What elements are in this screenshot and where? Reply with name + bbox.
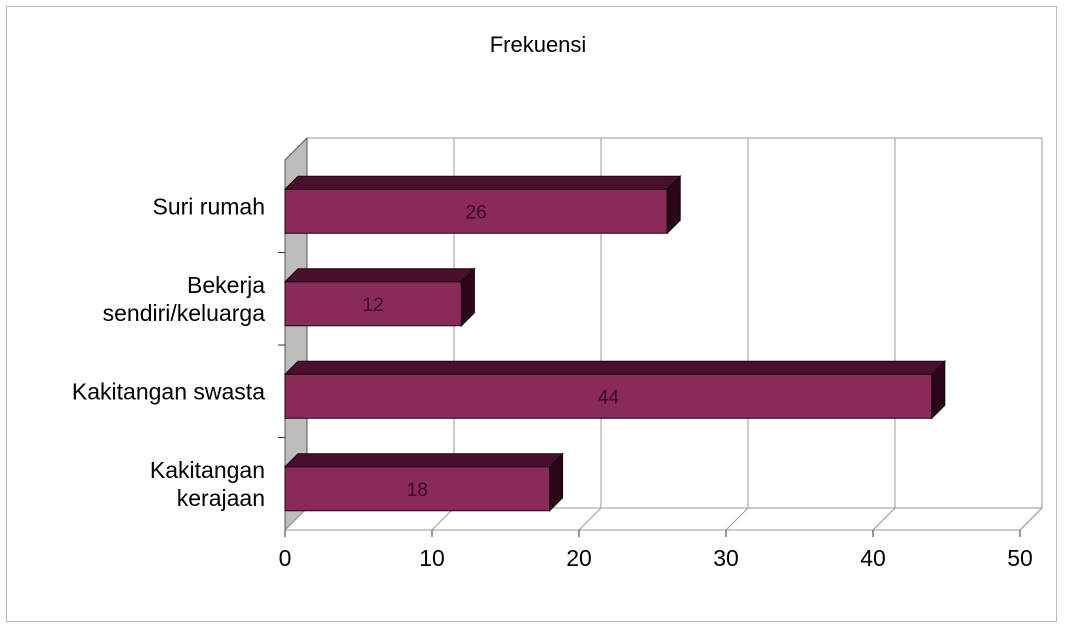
bar-side [666,175,681,235]
chart-title: Frekuensi [490,32,587,57]
x-tick-label: 10 [419,545,445,571]
category-label: Bekerja sendiri/keluarga [103,272,266,326]
category-label: Kakitangan swasta [72,378,265,404]
bar-top [283,175,682,190]
category-label: Kakitangan kerajaan [150,457,265,511]
bar-top [283,360,947,375]
x-tick-label: 0 [279,545,292,571]
chart-frame [6,6,1057,622]
bar-side [460,267,475,327]
x-tick-label: 40 [860,545,886,571]
x-tick-label: 30 [713,545,739,571]
x-tick-label: 50 [1007,545,1033,571]
bar [284,373,933,419]
floor-depth-line [284,507,308,531]
bar-side [549,452,564,512]
floor-outline [283,507,1044,531]
floor-depth-line [431,507,455,531]
floor-layer [283,507,1044,537]
floor-depth-line [725,507,749,531]
bar-side [931,360,946,420]
x-tick-label: 20 [566,545,592,571]
bar-top [283,453,564,468]
floor-depth-line [872,507,896,531]
data-label: 44 [598,387,620,408]
data-label: 26 [466,202,487,223]
bars-layer [283,175,947,512]
bar-top [283,268,476,283]
floor-depth-line [1019,507,1043,531]
floor-depth-line [578,507,602,531]
labels-layer: 0 10 20 30 40 50 26 Suri rumah 12 Bekerja sendiri/… [72,193,1033,571]
data-label: 12 [363,295,384,316]
category-label: Suri rumah [153,193,265,219]
bar [284,281,462,327]
data-label: 18 [407,480,428,501]
bar [284,466,551,512]
bar [284,188,668,234]
